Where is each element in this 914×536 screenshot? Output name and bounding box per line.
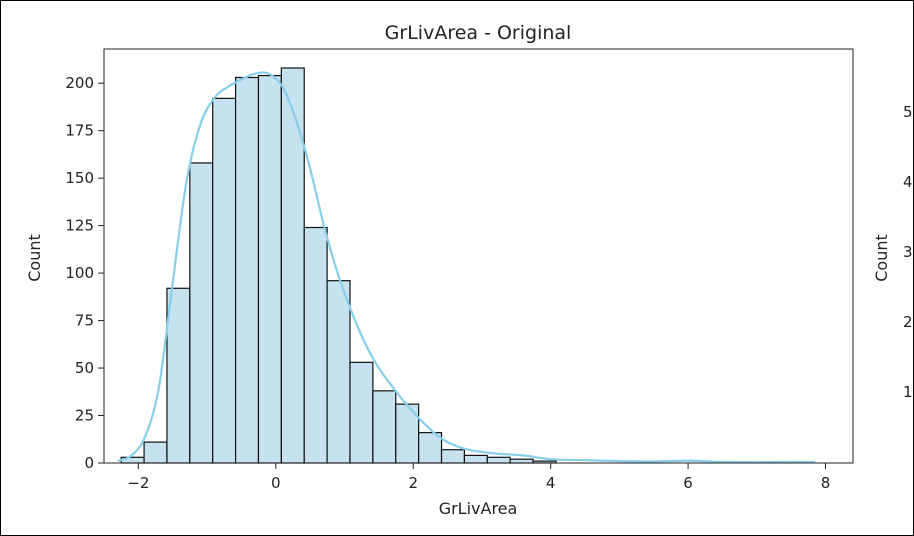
- y-tick-label: 75: [75, 312, 94, 330]
- second-y-tick-label: 3: [903, 243, 913, 261]
- histogram-bar: [257, 74, 282, 464]
- x-tick-label: 6: [683, 474, 693, 492]
- histogram-bar: [189, 162, 214, 464]
- histogram-bar: [166, 287, 191, 464]
- bars-group: [120, 67, 557, 464]
- y-tick-label: 50: [75, 359, 94, 377]
- histogram-bar: [234, 76, 260, 464]
- histogram-bar: [372, 390, 397, 464]
- y-tick-label: 0: [84, 454, 94, 472]
- second-y-tick-label: 5: [903, 103, 913, 121]
- histogram-bar: [212, 97, 237, 464]
- kde-line: [117, 71, 816, 464]
- second-y-tick-label: 1: [903, 383, 913, 401]
- x-axis-ticks: −2 0 2 4 6 8: [127, 463, 830, 492]
- histogram-bar: [349, 361, 374, 464]
- histogram-bar: [509, 458, 534, 464]
- histogram-bar: [440, 449, 466, 464]
- y-tick-label: 200: [65, 74, 94, 92]
- histogram-bar: [463, 454, 488, 464]
- histogram-bar: [280, 67, 305, 464]
- y-tick-label: 25: [75, 407, 94, 425]
- x-tick-label: 4: [546, 474, 556, 492]
- x-tick-label: −2: [127, 474, 149, 492]
- y-tick-label: 125: [65, 217, 94, 235]
- x-tick-label: 8: [821, 474, 831, 492]
- plot-area-frame: [103, 48, 854, 464]
- second-y-tick-label: 4: [903, 173, 913, 191]
- y-tick-label: 150: [65, 169, 94, 187]
- second-y-axis-title: Count: [872, 234, 891, 282]
- x-tick-label: 2: [408, 474, 418, 492]
- second-y-axis-ticks: 5 4 3 2 1: [903, 103, 913, 401]
- histogram-bar: [486, 456, 511, 464]
- x-axis-title: GrLivArea: [439, 499, 518, 518]
- second-y-tick-label: 2: [903, 313, 913, 331]
- y-tick-label: 100: [65, 264, 94, 282]
- y-tick-label: 175: [65, 122, 94, 140]
- chart-title: GrLivArea - Original: [385, 22, 572, 44]
- y-axis-title: Count: [25, 234, 44, 282]
- histogram-bar: [143, 441, 168, 464]
- y-axis-ticks: 0 25 50 75 100 125 150 175 200: [65, 74, 104, 472]
- histogram-bar: [326, 280, 351, 464]
- histogram-bar: [303, 226, 328, 464]
- x-tick-label: 0: [271, 474, 281, 492]
